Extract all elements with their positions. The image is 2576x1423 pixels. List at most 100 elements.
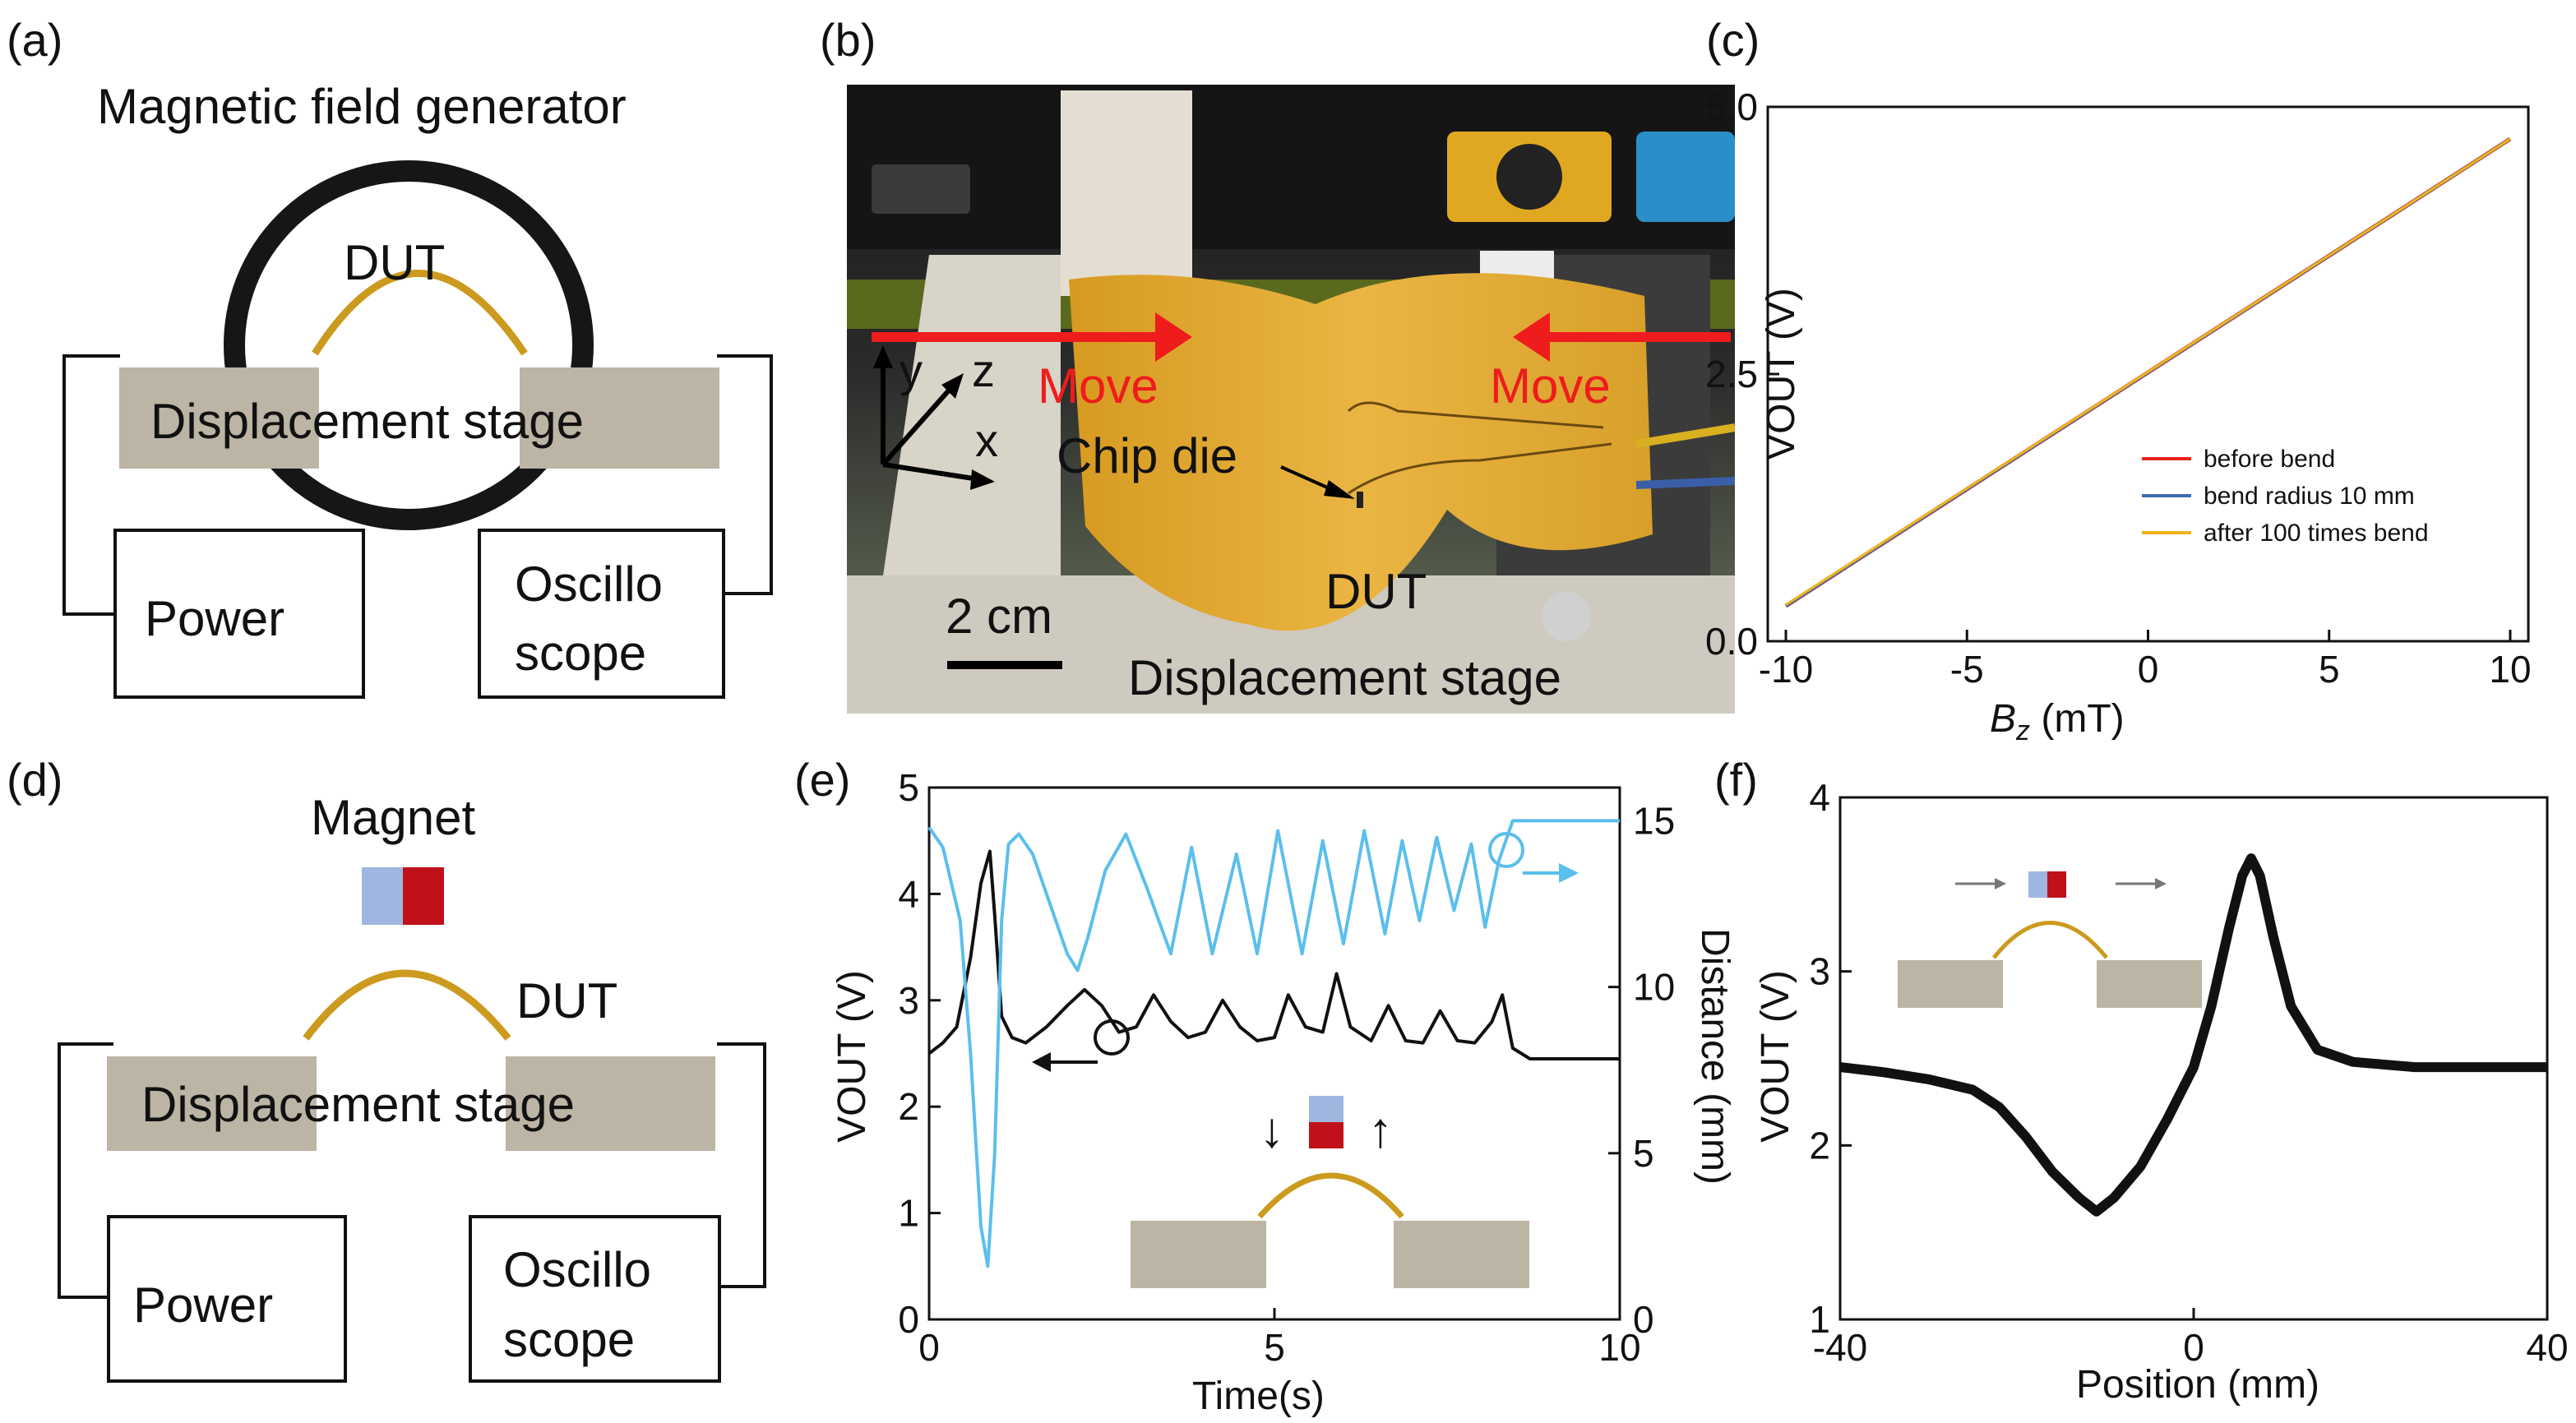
photo-image	[847, 85, 1735, 714]
oscilloscope-box	[478, 529, 725, 699]
inset-dut-strip	[1992, 921, 2108, 959]
magnet-south	[403, 867, 444, 925]
chart-c-ticks: -10 -5 0 5 10 0.0 2.5 5.0	[1705, 85, 2532, 691]
chart-e-ytick-right-label: 5	[1633, 1132, 1654, 1175]
chart-c-legend: before bend bend radius 10 mm after 100 …	[2142, 446, 2429, 547]
chart-f-ytick-label: 3	[1809, 950, 1830, 993]
inset-dut-strip	[1257, 1172, 1404, 1219]
chart-c-xtick-label: 10	[2489, 648, 2531, 691]
coil-ring	[224, 160, 594, 530]
panel-label-b: (b)	[820, 14, 876, 66]
inset-stage-left	[1131, 1221, 1266, 1288]
chip-die-label: Chip die	[1057, 428, 1237, 483]
panel-label-f: (f)	[1714, 754, 1758, 806]
legend-bend-radius: bend radius 10 mm	[2204, 483, 2415, 510]
chart-f-xtick-label: 0	[2183, 1326, 2204, 1369]
panel-d: (d) Magnet DUT Displacement stage Power …	[7, 754, 766, 1383]
chart-c-xtick-label: 0	[2138, 648, 2159, 691]
dut-label: DUT	[344, 235, 445, 290]
power-box	[107, 1215, 347, 1383]
chart-e-xtick-label: 5	[1264, 1326, 1285, 1369]
panel-f: (f) -40 0 40 1 2 3 4 Position (mm) VOUT (V)	[1714, 754, 2569, 1407]
legend-after-bend: after 100 times bend	[2204, 520, 2429, 547]
displacement-stage-label: Displacement stage	[150, 394, 584, 449]
chart-e-xlabel: Time(s)	[1192, 1374, 1325, 1418]
power-label: Power	[133, 1277, 273, 1333]
distance-marker-circle	[1488, 832, 1524, 868]
oscilloscope-label-line2: scope	[515, 626, 646, 681]
stage-block-right	[506, 1056, 715, 1151]
inset-stage-right	[2097, 960, 2202, 1008]
panel-label-d: (d)	[7, 754, 62, 806]
chart-f-ticks: -40 0 40 1 2 3 4	[1809, 776, 2568, 1369]
panel-label-a: (a)	[7, 14, 62, 66]
stage-block-left	[119, 367, 319, 469]
chart-c-ytick-label: 0.0	[1705, 620, 1758, 663]
chart-e-series-VOUT	[927, 849, 1620, 1060]
magnet-label: Magnet	[311, 790, 475, 845]
chart-c-xlabel-subscript: z	[2015, 715, 2030, 746]
dut-strip	[303, 969, 511, 1041]
oscilloscope-label-line1: Oscillo	[515, 557, 663, 612]
chart-e-ylabel-right: Distance (mm)	[1693, 928, 1737, 1185]
wire-right	[717, 1042, 766, 1288]
chart-e-ytick-label: 1	[898, 1192, 919, 1235]
inset-magnet-south	[2047, 871, 2066, 898]
move-label-right: Move	[1490, 358, 1611, 414]
inset-magnet-north	[2028, 871, 2047, 898]
stage-block-right	[520, 367, 719, 469]
move-arrow-left-head	[1155, 312, 1192, 362]
chart-c-xlabel-symbol: B	[1990, 697, 2016, 741]
chart-f-xtick-label: 40	[2526, 1326, 2568, 1369]
wire-right	[717, 354, 773, 595]
magnet-north	[362, 867, 403, 925]
chip-die-arrow-head	[1324, 480, 1355, 499]
chart-e-ytick-label: 0	[898, 1298, 919, 1341]
chart-e-ytick-label: 4	[898, 872, 919, 915]
chart-e-ytick-right-label: 15	[1633, 799, 1675, 842]
chart-f-series-VOUT	[1839, 853, 2547, 1217]
chart-c-ytick-label: 5.0	[1705, 85, 1758, 128]
stage-block-left	[107, 1056, 317, 1151]
displacement-stage-label: Displacement stage	[141, 1077, 575, 1132]
chart-c-ytick-label: 2.5	[1705, 353, 1758, 395]
axes-icon	[873, 345, 995, 490]
chart-f-xtick-label: -40	[1813, 1326, 1867, 1369]
chart-f-xlabel: Position (mm)	[2076, 1363, 2319, 1407]
chart-f-ytick-label: 2	[1809, 1124, 1830, 1167]
axis-y-label: y	[900, 344, 923, 396]
inset-stage-right	[1394, 1221, 1529, 1288]
chart-e-series	[927, 819, 1620, 1268]
chart-e-ytick-right-label: 10	[1633, 966, 1675, 1009]
chart-c-xtick-label: -5	[1950, 648, 1984, 691]
magnetic-field-generator-label: Magnetic field generator	[97, 79, 627, 134]
power-label: Power	[145, 591, 284, 646]
chart-e-ytick-label: 3	[898, 979, 919, 1022]
photo-stage-label: Displacement stage	[1128, 650, 1561, 705]
panel-a: (a) Magnetic field generator DUT Displac…	[7, 14, 773, 699]
panel-b: (b)	[820, 14, 1735, 714]
move-arrow-right-head	[1513, 312, 1550, 362]
chart-e-ytick-label: 2	[898, 1085, 919, 1128]
dut-strip	[312, 270, 528, 356]
scale-bar-label: 2 cm	[946, 589, 1052, 644]
chart-f-ytick-label: 1	[1809, 1298, 1830, 1341]
chart-e-ytick-label: 5	[898, 766, 919, 809]
chart-e-inset: ↓ ↑	[1131, 1096, 1529, 1288]
chart-c-series	[1784, 136, 2512, 608]
vout-axis-arrow-head	[1032, 1052, 1051, 1072]
legend-before-bend: before bend	[2204, 446, 2335, 473]
move-label-left: Move	[1038, 358, 1159, 414]
chart-e-xtick-label: 0	[918, 1326, 940, 1369]
panel-c: (c) -10 -5 0 5 10 0.0 2.5 5.0 before bend bend …	[1705, 14, 2532, 746]
chart-e-series-Distance	[927, 819, 1620, 1268]
inset-down-arrow: ↓	[1260, 1102, 1284, 1157]
chart-c-xtick-label: 5	[2319, 648, 2340, 691]
distance-axis-arrow-head	[1559, 863, 1579, 883]
oscilloscope-label-line1: Oscillo	[503, 1242, 651, 1297]
scale-bar	[947, 661, 1062, 669]
chart-f-ylabel: VOUT (V)	[1754, 970, 1797, 1143]
chart-c-xlabel-unit: (mT)	[2030, 697, 2125, 741]
